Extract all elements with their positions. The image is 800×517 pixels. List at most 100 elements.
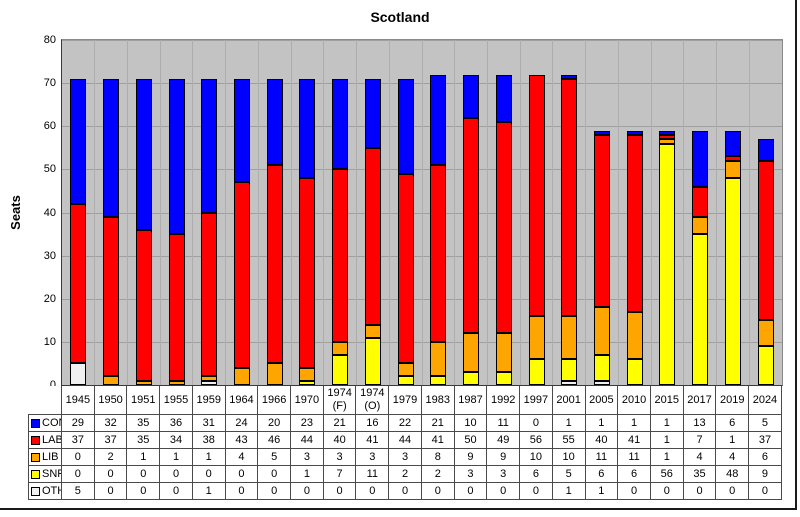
bar-segment-snp [495, 372, 512, 385]
gridline-vertical [257, 40, 259, 385]
table-value-cell: 44 [291, 432, 324, 449]
table-value-cell: 31 [192, 415, 226, 432]
table-value-cell: 37 [749, 432, 782, 449]
bar-segment-lab [659, 134, 676, 140]
bar-segment-con [724, 130, 741, 157]
legend-swatch-lab [31, 435, 40, 445]
table-value-cell: 1 [192, 483, 226, 500]
table-value-cell: 0 [94, 483, 128, 500]
chart-title: Scotland [370, 9, 430, 25]
bar-segment-con [299, 78, 316, 178]
bar-segment-snp [528, 359, 545, 385]
bar-segment-lab [70, 203, 87, 364]
legend-swatch-oth [31, 486, 40, 496]
bar-segment-snp [561, 359, 578, 381]
table-value-cell: 38 [192, 432, 226, 449]
table-value-cell: 1 [618, 415, 651, 432]
legend-item-con: CON [28, 415, 62, 432]
table-value-cell: 0 [160, 483, 193, 500]
gridline-vertical [94, 40, 96, 385]
bar-segment-con [332, 78, 349, 170]
table-value-cell: 1 [650, 449, 684, 466]
bar-segment-lib [495, 333, 512, 373]
table-value-cell: 1 [585, 483, 619, 500]
gridline-vertical [356, 40, 358, 385]
bar-segment-con [495, 74, 512, 122]
table-value-cell: 1 [192, 449, 226, 466]
table-value-cell: 6 [520, 466, 553, 483]
bar-segment-con [757, 139, 774, 161]
table-value-cell: 5 [552, 466, 586, 483]
y-tick-label: 0 [49, 379, 56, 391]
table-value-cell: 55 [552, 432, 586, 449]
table-value-cell: 37 [62, 432, 95, 449]
table-value-cell: 4 [683, 449, 717, 466]
x-category-label: 1974 (O) [356, 386, 390, 415]
bar-segment-lib [201, 376, 218, 381]
bar-segment-lab [463, 117, 480, 334]
bar-segment-lib [266, 363, 283, 385]
legend-item-oth: OTH [28, 483, 62, 500]
y-tick-label: 60 [43, 120, 56, 133]
bar-segment-lab [201, 212, 218, 377]
x-category-label: 1959 [192, 386, 226, 415]
bar-segment-snp [397, 376, 414, 385]
x-category-label: 2010 [618, 386, 651, 415]
table-value-cell: 0 [127, 466, 161, 483]
table-value-cell: 40 [585, 432, 619, 449]
bar-segment-lab [528, 74, 545, 316]
table-value-cell: 6 [716, 415, 750, 432]
gridline-vertical [126, 40, 128, 385]
table-value-cell: 34 [160, 432, 193, 449]
bar-segment-con [594, 130, 610, 135]
bar-segment-snp [463, 372, 480, 385]
table-value-cell: 49 [487, 432, 521, 449]
legend-label: CON [42, 417, 61, 429]
table-value-cell: 0 [225, 483, 259, 500]
table-value-cell: 13 [683, 415, 717, 432]
bar-segment-lab [757, 160, 774, 321]
table-value-cell: 2 [389, 466, 422, 483]
x-category-label: 2019 [716, 386, 750, 415]
data-table: 1945 1950 1951 1955 1959 1964 1966 1970 1974 (F)… [28, 386, 782, 500]
table-value-cell: 3 [487, 466, 521, 483]
y-tick-label: 10 [43, 335, 56, 348]
table-value-cell: 2 [94, 449, 128, 466]
legend-label: SNP [42, 468, 61, 480]
x-category-label: 2024 [749, 386, 782, 415]
table-value-cell: 0 [716, 483, 750, 500]
bar-segment-lib [168, 380, 185, 385]
bar-segment-lab [594, 134, 610, 308]
table-value-cell: 0 [356, 483, 390, 500]
bar-segment-snp [757, 346, 774, 385]
legend-swatch-con [31, 418, 40, 428]
x-category-label: 1970 [291, 386, 324, 415]
bar-segment-con [692, 130, 709, 187]
legend-swatch-snp [31, 469, 40, 479]
bar-segment-lib [397, 363, 414, 377]
table-value-cell: 0 [520, 483, 553, 500]
gridline-vertical [323, 40, 325, 385]
bar-segment-lib [463, 333, 480, 373]
table-value-cell: 0 [94, 466, 128, 483]
table-value-cell: 21 [323, 415, 357, 432]
gridline-vertical [454, 40, 456, 385]
table-value-cell: 0 [389, 483, 422, 500]
bar-segment-lib [332, 341, 349, 355]
bar-segment-lib [626, 311, 643, 360]
table-value-cell: 0 [323, 483, 357, 500]
table-value-cell: 0 [520, 415, 553, 432]
table-value-cell: 10 [552, 449, 586, 466]
bar-segment-lab [724, 156, 741, 161]
bar-segment-con [397, 78, 414, 174]
gridline-vertical [683, 40, 685, 385]
table-value-cell: 6 [585, 466, 619, 483]
table-value-cell: 0 [192, 466, 226, 483]
legend-item-lib: LIB [28, 449, 62, 466]
bar-segment-oth [594, 380, 610, 385]
x-category-label: 2017 [683, 386, 717, 415]
bar-segment-lib [364, 324, 381, 338]
table-value-cell: 0 [421, 483, 455, 500]
bar-segment-con [626, 130, 643, 135]
x-category-label: 1945 [62, 386, 95, 415]
